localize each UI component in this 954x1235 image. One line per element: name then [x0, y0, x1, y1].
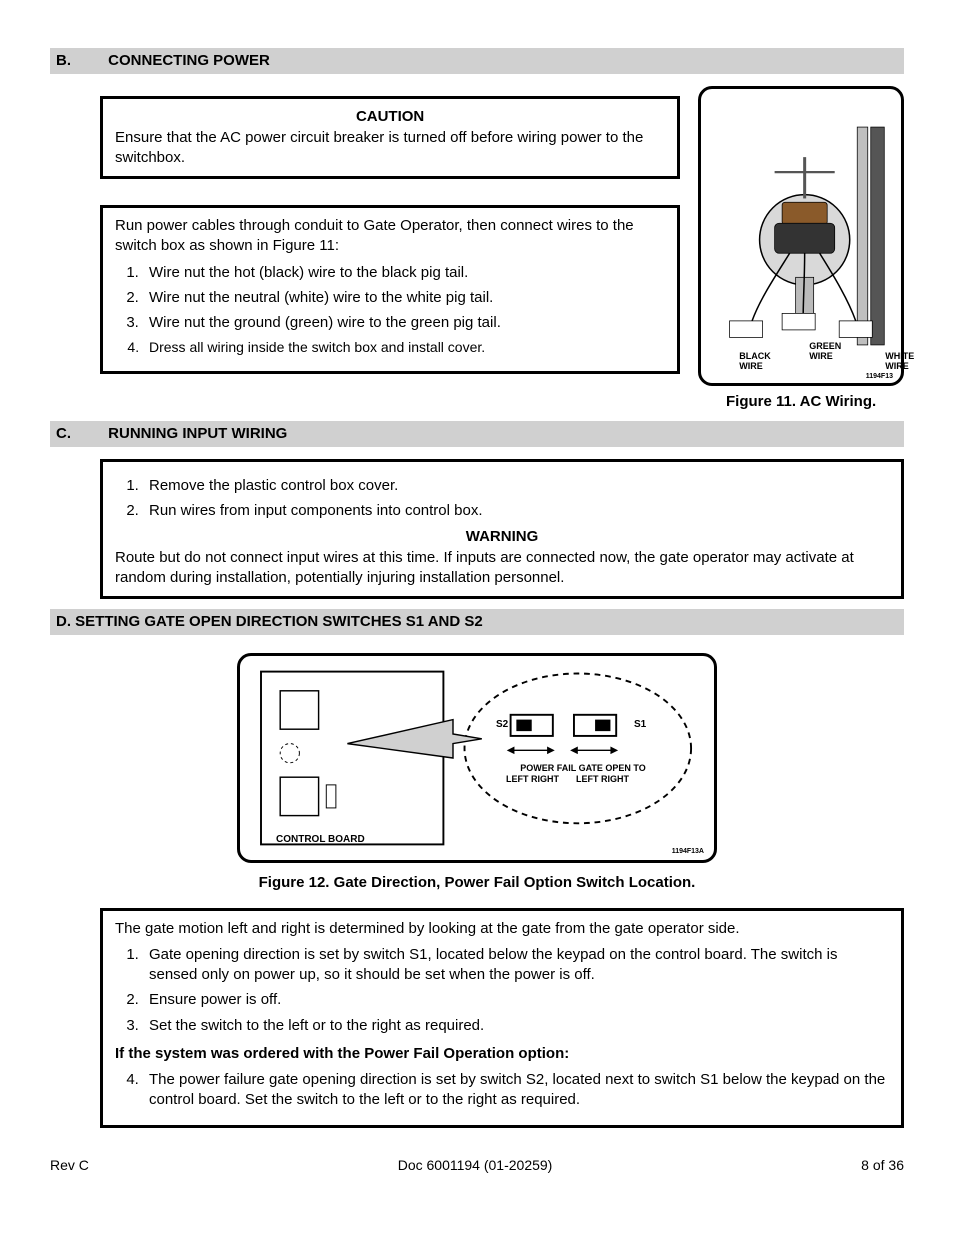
- ac-wiring-diagram: [707, 95, 895, 377]
- warning-title: WARNING: [115, 527, 889, 547]
- power-steps-list: Wire nut the hot (black) wire to the bla…: [115, 263, 665, 358]
- section-c-steps: Remove the plastic control box cover. Ru…: [115, 476, 889, 522]
- footer-rev: Rev C: [50, 1156, 89, 1175]
- figure-12: CONTROL BOARD S2 S1 POWER FAIL GATE OPEN…: [50, 647, 904, 893]
- figure-12-caption: Figure 12. Gate Direction, Power Fail Op…: [50, 873, 904, 893]
- section-b-letter: B.: [56, 51, 104, 71]
- section-c-letter: C.: [56, 424, 104, 444]
- footer-page: 8 of 36: [861, 1156, 904, 1175]
- gate-step: The power failure gate opening direction…: [143, 1070, 889, 1111]
- control-board-label: CONTROL BOARD: [276, 833, 365, 847]
- caution-box: CAUTION Ensure that the AC power circuit…: [100, 96, 680, 179]
- s1-label: S1: [634, 718, 646, 732]
- section-b-title: CONNECTING POWER: [108, 52, 270, 69]
- gate-step: Set the switch to the left or to the rig…: [143, 1016, 889, 1036]
- figure-11: BLACKWIRE GREENWIRE WHITEWIRE 1194F13 Fi…: [698, 86, 904, 412]
- s2-label: S2: [496, 718, 508, 732]
- white-wire-label: WHITEWIRE: [885, 352, 914, 371]
- caution-text: Ensure that the AC power circuit breaker…: [115, 128, 665, 169]
- power-intro: Run power cables through conduit to Gate…: [115, 216, 665, 257]
- footer-doc: Doc 6001194 (01-20259): [398, 1156, 553, 1175]
- power-step: Wire nut the ground (green) wire to the …: [143, 313, 665, 333]
- section-b-header: B. CONNECTING POWER: [50, 48, 904, 74]
- section-d-title: D. SETTING GATE OPEN DIRECTION SWITCHES …: [56, 613, 483, 630]
- fig12-line2r: LEFT RIGHT: [576, 773, 629, 785]
- gate-steps-123: Gate opening direction is set by switch …: [115, 945, 889, 1036]
- section-c-title: RUNNING INPUT WIRING: [108, 425, 287, 442]
- section-c-box: Remove the plastic control box cover. Ru…: [100, 459, 904, 599]
- power-step: Dress all wiring inside the switch box a…: [143, 338, 665, 357]
- warning-text: Route but do not connect input wires at …: [115, 548, 889, 589]
- power-steps-box: Run power cables through conduit to Gate…: [100, 205, 680, 374]
- black-wire-label: BLACKWIRE: [739, 352, 771, 371]
- gate-direction-box: The gate motion left and right is determ…: [100, 908, 904, 1128]
- power-step: Wire nut the hot (black) wire to the bla…: [143, 263, 665, 283]
- gate-steps-4: The power failure gate opening direction…: [115, 1070, 889, 1111]
- gate-step: Ensure power is off.: [143, 990, 889, 1010]
- section-b-row: CAUTION Ensure that the AC power circuit…: [50, 86, 904, 412]
- fig11-tag: 1194F13: [866, 372, 893, 381]
- section-c-step: Run wires from input components into con…: [143, 501, 889, 521]
- section-d-header: D. SETTING GATE OPEN DIRECTION SWITCHES …: [50, 609, 904, 635]
- section-c-step: Remove the plastic control box cover.: [143, 476, 889, 496]
- gate-step: Gate opening direction is set by switch …: [143, 945, 889, 986]
- figure-11-caption: Figure 11. AC Wiring.: [698, 392, 904, 412]
- caution-title: CAUTION: [115, 107, 665, 127]
- green-wire-label: GREENWIRE: [809, 342, 841, 361]
- gate-intro: The gate motion left and right is determ…: [115, 919, 889, 939]
- switch-location-diagram: [246, 662, 708, 854]
- power-step: Wire nut the neutral (white) wire to the…: [143, 288, 665, 308]
- fig12-tag: 1194F13A: [672, 847, 704, 856]
- section-c-header: C. RUNNING INPUT WIRING: [50, 421, 904, 447]
- fig12-line2l: LEFT RIGHT: [506, 773, 559, 785]
- page-footer: Rev C Doc 6001194 (01-20259) 8 of 36: [50, 1156, 904, 1175]
- power-fail-bold: If the system was ordered with the Power…: [115, 1044, 889, 1064]
